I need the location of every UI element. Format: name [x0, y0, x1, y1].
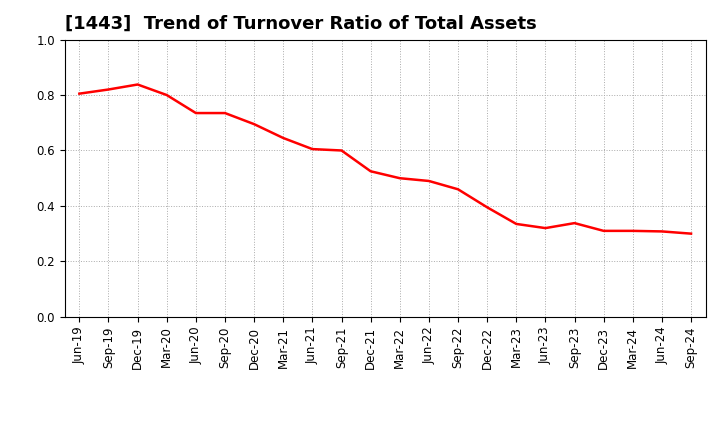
Text: [1443]  Trend of Turnover Ratio of Total Assets: [1443] Trend of Turnover Ratio of Total …	[65, 15, 536, 33]
